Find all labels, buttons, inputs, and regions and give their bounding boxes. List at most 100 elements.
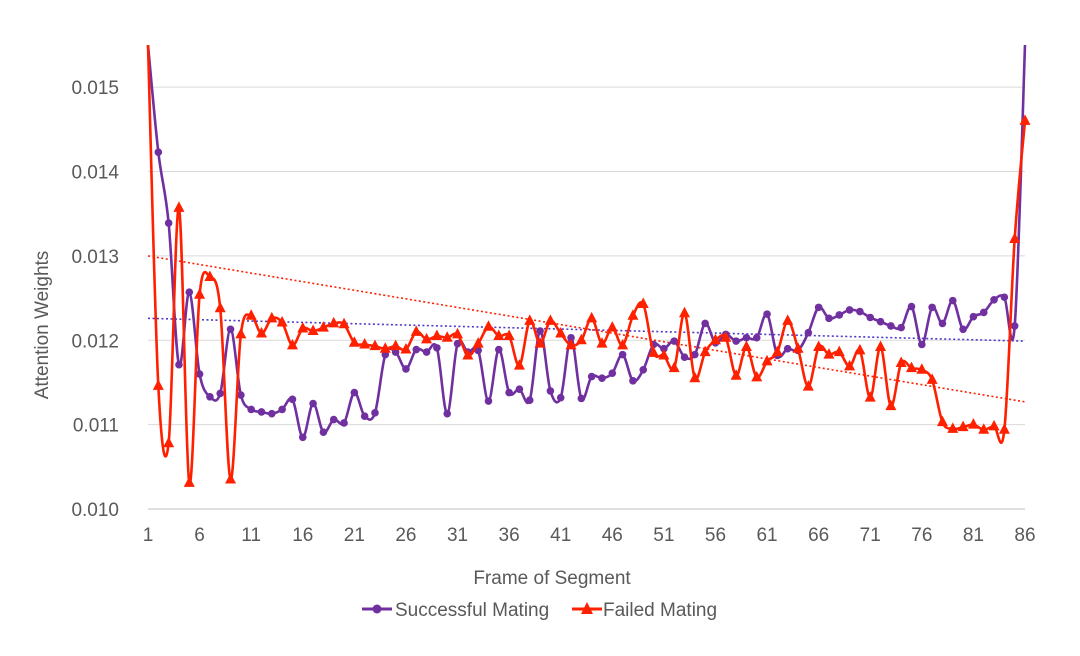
data-point-successful-mating: [515, 385, 524, 394]
x-tick-label: 36: [499, 525, 520, 546]
data-point-failed-mating: [390, 339, 402, 351]
data-point-successful-mating: [742, 333, 751, 342]
data-point-failed-mating: [482, 320, 494, 331]
data-point-failed-mating: [709, 333, 721, 345]
y-axis-title: Attention Weights: [32, 251, 53, 400]
x-axis-title: Frame of Segment: [473, 568, 631, 589]
data-point-successful-mating: [391, 348, 400, 356]
data-point-successful-mating: [495, 345, 503, 354]
y-tick-label: 0.014: [71, 163, 119, 184]
data-point-successful-mating: [453, 339, 462, 348]
x-tick-label: 71: [860, 525, 881, 546]
data-point-failed-mating: [844, 359, 856, 371]
data-point-failed-mating: [255, 327, 267, 338]
data-point-successful-mating: [216, 389, 225, 398]
data-point-successful-mating: [783, 344, 792, 353]
data-point-successful-mating: [639, 366, 648, 374]
data-point-failed-mating: [297, 321, 309, 333]
data-point-failed-mating: [606, 321, 618, 332]
data-point-failed-mating: [369, 339, 381, 351]
data-point-failed-mating: [906, 361, 918, 373]
data-point-failed-mating: [524, 314, 536, 325]
data-point-successful-mating: [1000, 293, 1009, 302]
data-point-failed-mating: [617, 338, 629, 350]
data-point-successful-mating: [247, 405, 255, 414]
legend-successful-marker: [372, 604, 382, 614]
data-point-successful-mating: [340, 419, 348, 427]
data-point-failed-mating: [1009, 232, 1021, 244]
series-successful-mating: [146, 45, 1027, 442]
x-tick-label: 86: [1014, 525, 1035, 546]
gridlines: [148, 86, 1025, 510]
data-point-successful-mating: [969, 312, 978, 321]
data-point-successful-mating: [567, 333, 575, 342]
data-point-failed-mating: [421, 332, 433, 344]
data-point-failed-mating: [875, 340, 887, 352]
x-tick-label: 6: [194, 525, 205, 546]
data-point-successful-mating: [804, 328, 813, 337]
data-point-successful-mating: [525, 396, 534, 404]
y-tick-label: 0.010: [71, 500, 119, 521]
data-point-successful-mating: [608, 369, 617, 377]
data-point-successful-mating: [670, 337, 678, 345]
data-point-successful-mating: [433, 344, 441, 352]
data-point-failed-mating: [462, 348, 474, 360]
data-point-failed-mating: [967, 418, 979, 429]
x-tick-label: 51: [653, 525, 674, 546]
data-point-failed-mating: [214, 301, 226, 313]
data-point-failed-mating: [916, 363, 928, 374]
data-point-successful-mating: [402, 365, 410, 373]
data-point-failed-mating: [183, 476, 195, 487]
data-point-failed-mating: [400, 343, 412, 354]
data-point-successful-mating: [350, 388, 359, 397]
x-tick-label: 16: [292, 525, 313, 546]
data-point-failed-mating: [286, 338, 298, 350]
data-point-successful-mating: [577, 394, 586, 403]
data-point-failed-mating: [586, 311, 598, 323]
data-point-failed-mating: [936, 415, 948, 427]
data-point-failed-mating: [978, 423, 990, 434]
data-point-failed-mating: [895, 356, 907, 368]
data-point-failed-mating: [379, 342, 391, 353]
x-tick-label: 76: [911, 525, 932, 546]
data-point-failed-mating: [472, 337, 484, 348]
x-tick-label: 1: [143, 525, 154, 546]
data-point-failed-mating: [575, 333, 587, 345]
data-point-successful-mating: [175, 360, 183, 369]
data-point-failed-mating: [627, 309, 639, 320]
data-point-failed-mating: [348, 336, 360, 347]
data-point-failed-mating: [926, 373, 938, 384]
data-point-failed-mating: [431, 329, 443, 341]
x-axis-ticks: 1 6 11 16 21 26 31 36 41 46 51 56 61 66 71 76 81 86: [143, 525, 1036, 546]
data-point-successful-mating: [629, 376, 637, 385]
data-point-failed-mating: [637, 297, 649, 308]
data-point-successful-mating: [938, 319, 947, 328]
data-point-failed-mating: [947, 422, 959, 433]
series-line-failed-mating: [146, 45, 1027, 485]
data-point-failed-mating: [699, 345, 711, 357]
data-point-successful-mating: [154, 148, 163, 156]
data-point-failed-mating: [802, 380, 814, 391]
data-point-failed-mating: [740, 340, 752, 352]
data-point-successful-mating: [660, 344, 668, 353]
x-tick-label: 46: [602, 525, 623, 546]
data-point-successful-mating: [814, 303, 823, 312]
data-point-failed-mating: [864, 391, 876, 402]
data-point-successful-mating: [268, 409, 276, 418]
data-point-failed-mating: [194, 288, 206, 299]
data-point-failed-mating: [679, 306, 691, 318]
data-point-failed-mating: [751, 370, 763, 382]
data-point-failed-mating: [761, 354, 773, 366]
data-point-successful-mating: [536, 327, 544, 335]
x-tick-label: 41: [550, 525, 571, 546]
data-point-failed-mating: [328, 316, 340, 328]
data-point-failed-mating: [173, 201, 185, 212]
data-point-successful-mating: [587, 372, 596, 381]
data-point-successful-mating: [278, 405, 286, 414]
data-point-successful-mating: [257, 408, 266, 416]
data-point-successful-mating: [226, 325, 235, 334]
data-point-successful-mating: [835, 311, 844, 319]
data-point-failed-mating: [513, 359, 525, 370]
x-tick-label: 21: [344, 525, 365, 546]
